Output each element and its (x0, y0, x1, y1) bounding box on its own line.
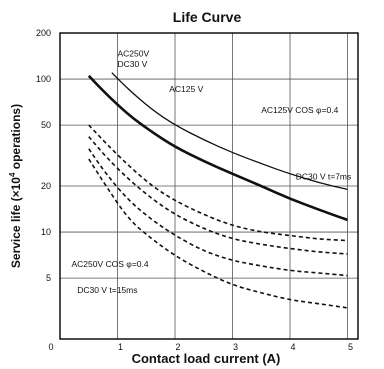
y-tick-label: 50 (41, 120, 51, 130)
series-line-3 (88, 124, 349, 242)
y-tick-label: 20 (41, 181, 51, 191)
series-line-4 (88, 136, 348, 255)
y-tick-label: 100 (36, 74, 51, 84)
y-axis-label-suffix: operations) (9, 104, 23, 173)
curve-annotation: AC125V COS φ=0.4 (261, 105, 338, 115)
series-line-2 (111, 72, 348, 191)
x-tick-label: 2 (175, 342, 180, 352)
x-tick-label: 4 (290, 342, 295, 352)
curve-annotation: DC30 V (118, 59, 148, 69)
x-tick-label: 3 (233, 342, 238, 352)
grid-lines (60, 33, 358, 339)
y-axis-label-prefix: Service life (×10 (9, 177, 23, 268)
y-axis-label: Service life (×104 operations) (8, 104, 23, 268)
y-tick-label: 200 (36, 28, 51, 38)
y-tick-labels: 5 10 20 50 100 200 (36, 28, 51, 283)
y-tick-label: 10 (41, 227, 51, 237)
y-tick-label: 5 (46, 273, 51, 283)
curve-annotation: AC125 V (169, 84, 203, 94)
series-layer (87, 72, 349, 309)
plot-frame (59, 32, 359, 340)
curve-annotation: AC250V (118, 49, 150, 59)
curve-annotation: DC30 V t=7ms (296, 172, 352, 182)
chart-title: Life Curve (173, 9, 242, 25)
curve-annotation: AC250V COS φ=0.4 (72, 259, 149, 269)
x-tick-label: 0 (48, 342, 53, 352)
series-line-5 (88, 148, 349, 277)
x-axis-label: Contact load current (A) (132, 351, 281, 366)
x-tick-label: 1 (118, 342, 123, 352)
series-line-1 (87, 74, 348, 222)
series-line-6 (88, 158, 349, 309)
curve-annotation: DC30 V t=15ms (77, 285, 137, 295)
x-tick-labels: 0 1 2 3 4 5 (48, 342, 353, 352)
y-axis-label-exponent: 4 (8, 172, 17, 177)
x-tick-label: 5 (348, 342, 353, 352)
